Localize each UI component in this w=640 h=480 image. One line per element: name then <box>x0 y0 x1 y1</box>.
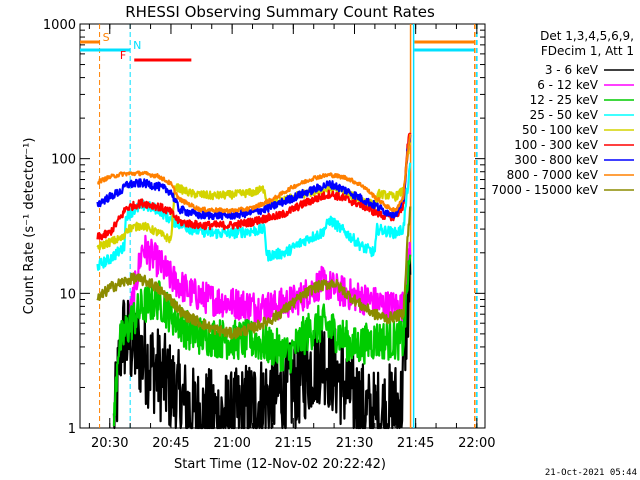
x-tick-label: 20:45 <box>152 436 189 451</box>
legend-label: 12 - 25 keV <box>530 93 599 107</box>
legend-label: 300 - 800 keV <box>514 153 598 167</box>
legend-label: 800 - 7000 keV <box>507 168 599 182</box>
axes: 1 10 100 1000 20:30 20:45 21:00 21:15 21:30 21:45… <box>43 18 496 451</box>
legend-label: 100 - 300 keV <box>514 138 598 152</box>
legend: Det 1,3,4,5,6,9, FDecim 1, Att 1 3 - 6 k… <box>491 29 634 197</box>
legend-label: 25 - 50 keV <box>530 108 599 122</box>
legend-label: 7000 - 15000 keV <box>491 183 598 197</box>
x-tick-label: 21:15 <box>275 436 312 451</box>
x-tick-label: 21:30 <box>336 436 373 451</box>
series-line <box>112 251 412 430</box>
series-line <box>96 134 412 221</box>
x-tick-label: 20:30 <box>91 436 128 451</box>
x-tick-label: 21:45 <box>397 436 434 451</box>
series-line <box>129 234 412 324</box>
x-axis-label: Start Time (12-Nov-02 20:22:42) <box>174 457 386 472</box>
y-axis-label: Count Rate (s⁻¹ detector⁻¹) <box>22 138 37 315</box>
legend-label: 3 - 6 keV <box>545 63 599 77</box>
y-tick-label: 1000 <box>43 18 76 33</box>
flag-label-f: F <box>120 49 126 62</box>
flag-label-n: N <box>133 39 141 52</box>
chart-title: RHESSI Observing Summary Count Rates <box>125 3 435 21</box>
flag-label-s: S <box>103 31 110 44</box>
y-tick-label: 100 <box>51 153 76 168</box>
footer-date: 21-Oct-2021 05:44 <box>545 468 637 478</box>
y-tick-label: 10 <box>59 287 76 302</box>
series-line <box>96 206 412 340</box>
y-tick-label: 1 <box>68 422 76 437</box>
legend-header-line: FDecim 1, Att 1 <box>541 44 634 58</box>
instrument-state-lines <box>409 24 478 428</box>
x-tick-label: 21:00 <box>213 436 250 451</box>
series-layer <box>96 132 412 430</box>
legend-label: 50 - 100 keV <box>522 123 599 137</box>
x-tick-label: 22:00 <box>458 436 495 451</box>
legend-label: 6 - 12 keV <box>537 78 599 92</box>
series-line <box>96 132 412 241</box>
series-line <box>97 133 412 214</box>
legend-header-line: Det 1,3,4,5,6,9, <box>540 29 634 43</box>
series-line <box>112 254 412 427</box>
